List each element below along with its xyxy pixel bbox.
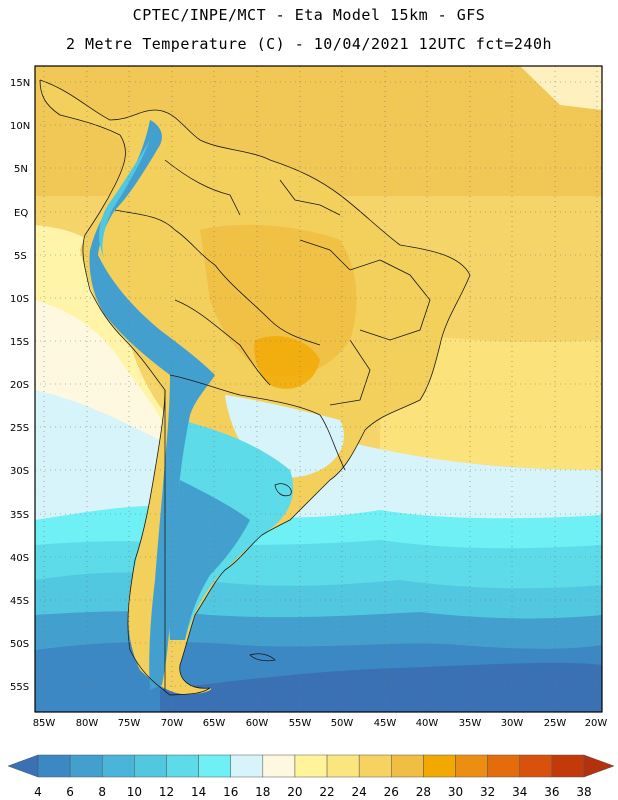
border-brazil-states-1 <box>349 259 431 341</box>
border-guianas <box>279 179 341 216</box>
title-line-1: CPTEC/INPE/MCT - Eta Model 15km - GFS <box>132 6 486 24</box>
colorbar-label: 14 <box>191 785 206 799</box>
island-lagoon <box>274 483 292 497</box>
title-line-2: 2 Metre Temperature (C) - 10/04/2021 12U… <box>65 35 553 53</box>
border-argentina-north <box>169 374 321 416</box>
lat-label: 10S <box>10 294 29 305</box>
colorbar-swatch <box>455 754 488 778</box>
colorbar-swatch <box>134 754 167 778</box>
lat-label: 40S <box>10 553 29 564</box>
border-colombia-peru <box>114 209 216 266</box>
colorbar-label: 10 <box>127 785 142 799</box>
andes-cold-strip <box>89 120 215 690</box>
warm-patch-ne <box>520 66 602 110</box>
lon-label: 50W <box>331 718 354 729</box>
colorbar-label: 12 <box>159 785 174 799</box>
lat-label: 5N <box>14 164 28 175</box>
colorbar-swatch <box>551 754 585 778</box>
lon-label: 30W <box>501 718 524 729</box>
lat-label: 25S <box>10 423 29 434</box>
colorbar-swatch <box>519 754 553 778</box>
ocean-subtropical-band <box>380 330 602 470</box>
colorbar-label: 18 <box>255 785 270 799</box>
border-uruguay <box>319 414 346 471</box>
colorbar-label: 22 <box>319 785 334 799</box>
lat-label: 55S <box>10 682 29 693</box>
country-borders <box>39 79 471 696</box>
patagonia-cold <box>169 480 250 640</box>
border-colombia-venezuela <box>164 159 241 216</box>
lat-label: 30S <box>10 466 29 477</box>
lon-label: 60W <box>246 718 269 729</box>
lon-label: 65W <box>203 718 226 729</box>
interior-hot-spot <box>254 336 320 389</box>
lat-label: 5S <box>14 251 27 262</box>
south-america-land <box>40 80 470 695</box>
colorbar-swatch <box>198 754 231 778</box>
lon-label: 85W <box>33 718 56 729</box>
colorbar-swatch <box>101 754 135 778</box>
map-frame <box>34 65 603 713</box>
colorbar: 4 6 8 10 12 14 16 18 20 22 24 26 28 30 32 34 36 38 <box>7 754 615 799</box>
colorbar-label: 32 <box>480 785 495 799</box>
map-area <box>35 66 602 712</box>
colorbar-swatch <box>69 754 103 778</box>
southern-ocean-band-6 <box>160 662 602 712</box>
lon-label: 45W <box>374 718 397 729</box>
colorbar-label: 6 <box>66 785 74 799</box>
coastline-west <box>39 79 211 696</box>
colorbar-low-arrow <box>7 754 39 778</box>
lat-label: 45S <box>10 596 29 607</box>
pacific-cold-band <box>35 390 170 495</box>
border-brazil-states-3 <box>329 339 371 406</box>
colorbar-label: 34 <box>512 785 527 799</box>
lon-label: 25W <box>544 718 567 729</box>
longitude-labels: 85W 80W 75W 70W 65W 60W 55W 50W 45W 40W … <box>33 718 608 729</box>
interior-warm-area <box>200 224 357 377</box>
coastline-east <box>39 79 471 689</box>
lon-label: 35W <box>459 718 482 729</box>
colorbar-swatch <box>230 754 264 778</box>
colorbar-swatch <box>166 754 199 778</box>
lat-label: 50S <box>10 639 29 650</box>
lon-label: 40W <box>416 718 439 729</box>
colorbar-label: 38 <box>576 785 591 799</box>
lat-label: 15N <box>10 78 30 89</box>
border-peru-bolivia <box>174 299 271 386</box>
colorbar-label: 4 <box>34 785 42 799</box>
colorbar-label: 16 <box>223 785 238 799</box>
colorbar-high-arrow <box>583 754 615 778</box>
colorbar-label: 8 <box>98 785 106 799</box>
colorbar-swatch <box>294 754 328 778</box>
lon-label: 55W <box>289 718 312 729</box>
border-brazil-bolivia <box>214 264 321 346</box>
border-brazil-states-2 <box>299 239 351 271</box>
colorbar-swatch <box>487 754 521 778</box>
andes-north-cold <box>99 140 150 258</box>
lon-label: 80W <box>76 718 99 729</box>
lat-label: 15S <box>10 337 29 348</box>
lon-label: 20W <box>585 718 608 729</box>
lat-label: 10N <box>10 121 30 132</box>
colorbar-label: 26 <box>384 785 399 799</box>
lon-label: 75W <box>118 718 141 729</box>
colorbar-swatch <box>391 754 424 778</box>
colorbar-label: 30 <box>448 785 463 799</box>
colorbar-swatch <box>358 754 392 778</box>
colorbar-label: 36 <box>544 785 559 799</box>
colorbar-swatch <box>37 754 71 778</box>
lat-label: 35S <box>10 510 29 521</box>
lon-label: 70W <box>161 718 184 729</box>
colorbar-label: 28 <box>416 785 431 799</box>
colorbar-label: 24 <box>352 785 367 799</box>
colorbar-swatch <box>423 754 456 778</box>
lat-label: 20S <box>10 380 29 391</box>
colorbar-swatch <box>262 754 296 778</box>
colorbar-swatch <box>326 754 360 778</box>
latitude-labels: 15N 10N 5N EQ 5S 10S 15S 20S 25S 30S 35S… <box>10 78 30 693</box>
island-falklands-1 <box>249 653 276 662</box>
colorbar-label: 20 <box>287 785 302 799</box>
lat-label: EQ <box>14 208 28 219</box>
